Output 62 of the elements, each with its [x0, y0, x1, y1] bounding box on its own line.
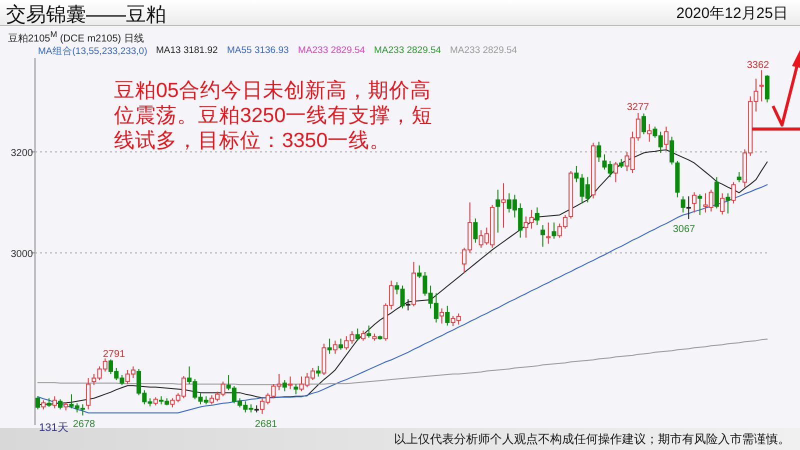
candlestick [338, 338, 344, 350]
annotation: 2678 [72, 419, 96, 430]
text: MA组合(13,55,233,233,0) [38, 45, 148, 58]
candlestick [496, 189, 500, 234]
candlestick [41, 400, 46, 410]
annotation: 豆粕05合约今日未创新高，期价高位震荡。豆粕3250一线有支撑，短线试多，目标位：3350一线。 [114, 78, 434, 153]
text: MA233 2829.54 [298, 45, 366, 56]
candlestick [366, 325, 372, 338]
candlestick [440, 308, 444, 324]
candlestick [736, 172, 742, 183]
candlestick [332, 340, 338, 354]
y-tick-label: 3200 [10, 148, 34, 159]
annotation: 2791 [102, 349, 126, 360]
candlestick [546, 222, 551, 244]
text: 2020年12月25日 [676, 4, 788, 23]
candlestick [642, 113, 646, 135]
candlestick [327, 338, 332, 354]
candlestick [613, 161, 618, 183]
candlestick [36, 396, 40, 410]
candlestick [58, 398, 62, 410]
candlestick [670, 136, 674, 165]
candlestick [473, 218, 478, 244]
annotation: 3277 [626, 102, 650, 113]
text: MA55 3136.93 [227, 45, 289, 56]
text: MA233 2829.54 [374, 45, 442, 56]
candlestick [355, 328, 360, 342]
candlestick [288, 376, 293, 390]
annotation: 131天 [39, 421, 68, 435]
y-tick-label: 3000 [10, 248, 34, 260]
candlestick [664, 126, 668, 150]
annotation: 3067 [672, 224, 696, 235]
candlestick [686, 196, 691, 220]
candlestick [406, 298, 410, 311]
candlestick [294, 384, 298, 395]
candlestick [698, 194, 702, 216]
candlestick [720, 192, 725, 215]
candlestick [647, 124, 652, 142]
candlestick [501, 182, 506, 228]
candlestick [680, 196, 686, 213]
candlestick [86, 378, 91, 410]
candlestick [445, 305, 450, 326]
annotation: 3362 [746, 60, 770, 71]
annotation: 2681 [254, 419, 278, 430]
candlestick [596, 141, 602, 162]
chart-subtitle: 豆粕2105$^{M}$ (DCE m2105) 日线 [8, 29, 144, 46]
candlestick [540, 224, 546, 248]
candlestick [764, 74, 770, 103]
chart-title: 交易锦囊——豆粕 [6, 3, 166, 28]
text: MA13 3181.92 [156, 45, 218, 56]
text: 以上仅代表分析师个人观点不构成任何操作建议；期市有风险入市需谨慎。 [394, 431, 790, 448]
candlestick [726, 192, 730, 214]
line-series [37, 184, 768, 414]
candlestick [316, 365, 321, 378]
candlestick [619, 158, 624, 169]
candlestick [552, 222, 556, 240]
candlestick [534, 206, 540, 226]
candlestick [360, 330, 366, 342]
candlestick [692, 192, 697, 213]
candlestick [282, 380, 287, 392]
candlestick [52, 396, 57, 409]
text: MA233 2829.54 [450, 45, 518, 56]
candlestick [731, 182, 736, 204]
